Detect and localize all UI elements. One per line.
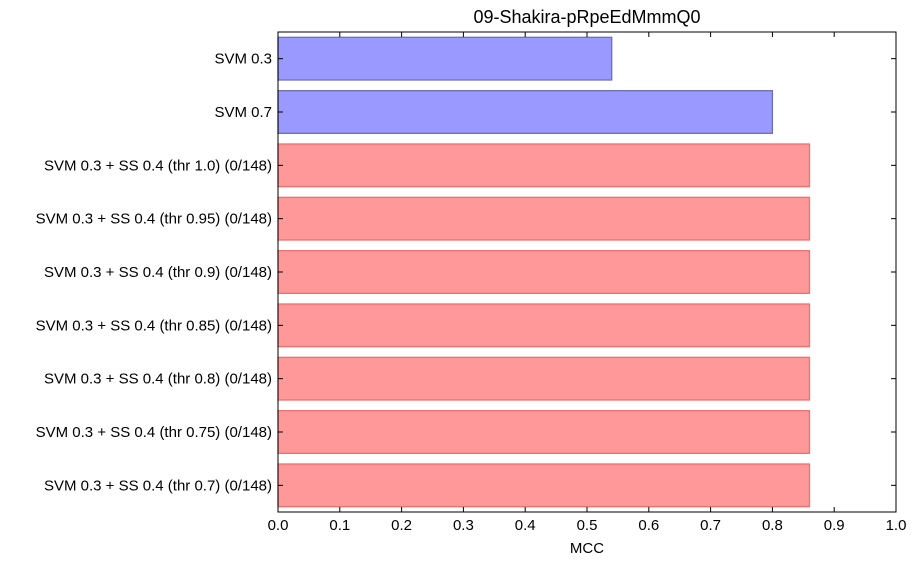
- bar-2: [277, 90, 774, 134]
- x-tick-labels: 0.0 0.1 0.2 0.3 0.4 0.5 0.6 0.7 0.8 0.9 1.0: [268, 517, 907, 534]
- category-label: SVM 0.7: [214, 104, 272, 121]
- x-tick-label: 1.0: [886, 517, 907, 534]
- x-tick-label: 0.5: [577, 517, 598, 534]
- bar-3: [277, 143, 811, 188]
- x-tick-label: 0.4: [515, 517, 536, 534]
- category-label: SVM 0.3 + SS 0.4 (thr 0.95) (0/148): [36, 211, 272, 228]
- category-label: SVM 0.3 + SS 0.4 (thr 0.7) (0/148): [44, 477, 272, 494]
- bar-8: [277, 410, 811, 454]
- bar-6: [277, 303, 811, 348]
- x-tick-label: 0.3: [453, 517, 474, 534]
- bar-7: [277, 356, 811, 401]
- x-axis-title: MCC: [570, 540, 604, 557]
- x-tick-label: 0.1: [329, 517, 350, 534]
- category-label: SVM 0.3 + SS 0.4 (thr 0.75) (0/148): [36, 424, 272, 441]
- category-label: SVM 0.3 + SS 0.4 (thr 0.8) (0/148): [44, 371, 272, 388]
- category-label: SVM 0.3 + SS 0.4 (thr 0.9) (0/148): [44, 264, 272, 281]
- category-labels: SVM 0.3 SVM 0.7 SVM 0.3 + SS 0.4 (thr 1.0)…: [36, 51, 272, 495]
- bar-1: [277, 36, 613, 81]
- x-tick-label: 0.9: [824, 517, 845, 534]
- chart-title: 09-Shakira-pRpeEdMmmQ0: [473, 7, 700, 27]
- x-tick-label: 0.7: [700, 517, 721, 534]
- x-tick-label: 0.8: [762, 517, 783, 534]
- x-tick-label: 0.2: [391, 517, 412, 534]
- bars-group: [277, 36, 811, 508]
- x-tick-label: 0.0: [268, 517, 289, 534]
- category-label: SVM 0.3: [214, 51, 272, 68]
- category-label: SVM 0.3 + SS 0.4 (thr 0.85) (0/148): [36, 317, 272, 334]
- x-tick-label: 0.6: [638, 517, 659, 534]
- bar-5: [277, 250, 811, 294]
- category-label: SVM 0.3 + SS 0.4 (thr 1.0) (0/148): [44, 157, 272, 174]
- plot-area-frame: [277, 31, 897, 513]
- bar-9: [277, 463, 811, 508]
- bar-4: [277, 196, 811, 241]
